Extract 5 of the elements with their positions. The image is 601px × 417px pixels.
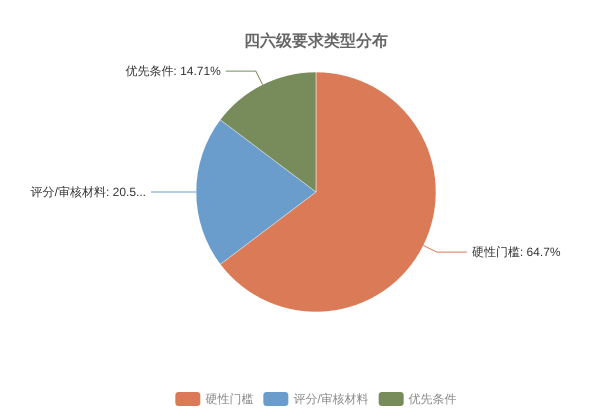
legend-label: 优先条件 [408,392,457,406]
legend-label: 评分/审核材料 [293,392,369,406]
legend-label: 硬性门槛 [205,392,254,406]
title: 四六级要求类型分布 [244,33,388,50]
legend: 硬性门槛 评分/审核材料 优先条件 [175,392,457,406]
